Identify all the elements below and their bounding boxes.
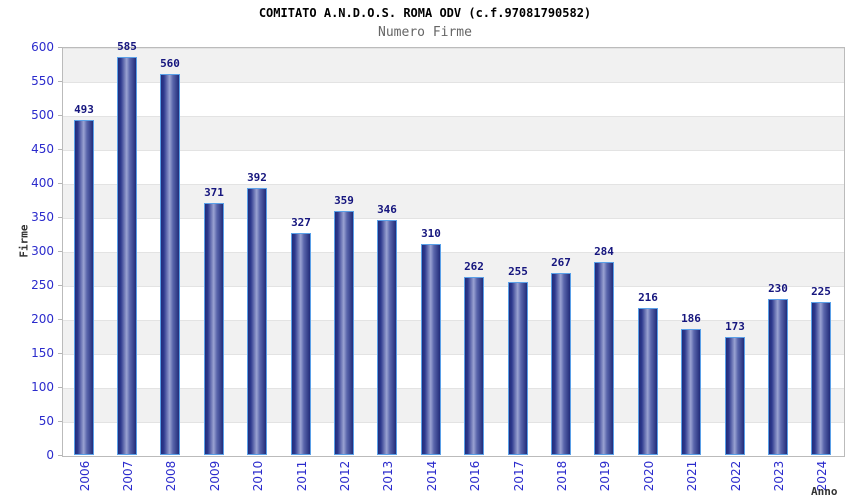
bar-value-label: 310 xyxy=(421,227,441,240)
x-tick-label: 2009 xyxy=(208,460,222,492)
y-tick-label: 550 xyxy=(31,74,54,88)
bar-value-label: 262 xyxy=(464,260,484,273)
x-tick-label: 2011 xyxy=(295,460,309,492)
y-tick-label: 50 xyxy=(38,414,54,428)
bar-2021 xyxy=(681,329,701,455)
bar-value-label: 560 xyxy=(160,57,180,70)
bar-value-label: 173 xyxy=(725,320,745,333)
bar-2022 xyxy=(725,337,745,455)
bar-2016 xyxy=(464,277,484,455)
x-tick-label: 2017 xyxy=(512,460,526,492)
bar-value-label: 346 xyxy=(377,203,397,216)
y-tick-mark xyxy=(58,183,62,184)
y-tick-label: 450 xyxy=(31,142,54,156)
y-tick-mark xyxy=(58,115,62,116)
x-tick-label: 2008 xyxy=(164,460,178,492)
x-tick-label: 2014 xyxy=(425,460,439,492)
y-axis-title: Firme xyxy=(17,224,31,258)
y-tick-mark xyxy=(58,319,62,320)
bar-2006 xyxy=(74,120,94,455)
bar-value-label: 255 xyxy=(508,265,528,278)
x-tick-label: 2007 xyxy=(121,460,135,492)
y-tick-mark xyxy=(58,217,62,218)
y-tick-label: 250 xyxy=(31,278,54,292)
x-tick-label: 2018 xyxy=(555,460,569,492)
y-tick-label: 200 xyxy=(31,312,54,326)
bar-2009 xyxy=(204,203,224,455)
bar-value-label: 359 xyxy=(334,194,354,207)
bar-value-label: 392 xyxy=(247,171,267,184)
y-tick-label: 0 xyxy=(46,448,54,462)
bar-value-label: 216 xyxy=(638,291,658,304)
bar-value-label: 267 xyxy=(551,256,571,269)
bar-value-label: 230 xyxy=(768,282,788,295)
y-tick-label: 150 xyxy=(31,346,54,360)
chart-subtitle: Numero Firme xyxy=(378,25,472,40)
bar-2020 xyxy=(638,308,658,455)
bar-2024 xyxy=(811,302,831,455)
y-tick-label: 100 xyxy=(31,380,54,394)
x-axis-title: Anno xyxy=(811,485,838,498)
bar-2012 xyxy=(334,211,354,455)
bar-value-label: 225 xyxy=(811,285,831,298)
x-tick-label: 2021 xyxy=(685,460,699,492)
y-tick-mark xyxy=(58,285,62,286)
bar-2010 xyxy=(247,188,267,455)
bar-2019 xyxy=(594,262,614,455)
y-tick-label: 600 xyxy=(31,40,54,54)
x-tick-label: 2006 xyxy=(78,460,92,492)
x-tick-label: 2022 xyxy=(729,460,743,492)
y-tick-mark xyxy=(58,81,62,82)
x-tick-label: 2023 xyxy=(772,460,786,492)
bar-value-label: 585 xyxy=(117,40,137,53)
bar-2011 xyxy=(291,233,311,455)
y-tick-mark xyxy=(58,353,62,354)
y-tick-mark xyxy=(58,47,62,48)
x-tick-label: 2020 xyxy=(642,460,656,492)
x-tick-label: 2010 xyxy=(251,460,265,492)
bar-2013 xyxy=(377,220,397,455)
y-tick-label: 300 xyxy=(31,244,54,258)
bar-value-label: 327 xyxy=(291,216,311,229)
x-tick-label: 2016 xyxy=(468,460,482,492)
y-tick-mark xyxy=(58,251,62,252)
y-tick-mark xyxy=(58,387,62,388)
chart-title: COMITATO A.N.D.O.S. ROMA ODV (c.f.970817… xyxy=(258,6,592,20)
y-tick-label: 400 xyxy=(31,176,54,190)
bar-2023 xyxy=(768,299,788,455)
bar-value-label: 284 xyxy=(594,245,614,258)
bar-value-label: 371 xyxy=(204,186,224,199)
y-tick-mark xyxy=(58,421,62,422)
bar-value-label: 493 xyxy=(74,103,94,116)
x-tick-label: 2013 xyxy=(381,460,395,492)
plot-area xyxy=(62,47,845,457)
x-tick-label: 2019 xyxy=(598,460,612,492)
bar-2018 xyxy=(551,273,571,455)
bar-2017 xyxy=(508,282,528,455)
x-tick-label: 2012 xyxy=(338,460,352,492)
bar-2008 xyxy=(160,74,180,455)
bar-2014 xyxy=(421,244,441,455)
bar-value-label: 186 xyxy=(681,312,701,325)
y-tick-label: 350 xyxy=(31,210,54,224)
bar-2007 xyxy=(117,57,137,455)
y-tick-mark xyxy=(58,149,62,150)
y-tick-label: 500 xyxy=(31,108,54,122)
y-tick-mark xyxy=(58,455,62,456)
